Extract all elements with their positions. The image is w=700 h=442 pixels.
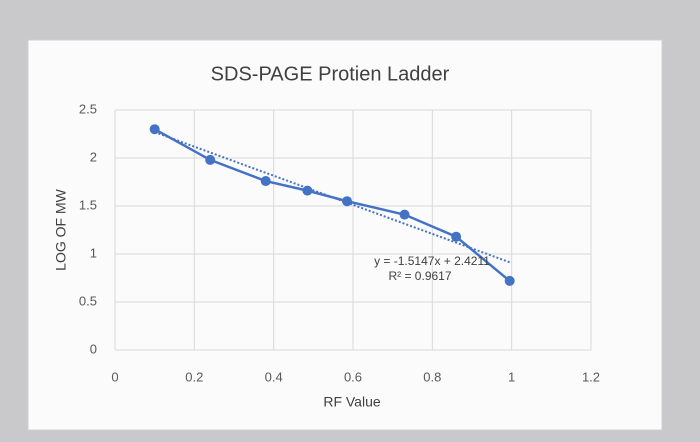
- y-tick-label: 0: [90, 341, 97, 356]
- y-tick-label: 2: [90, 149, 97, 164]
- trendline-r2: R² = 0.9617: [388, 269, 451, 283]
- y-tick-label: 1: [90, 245, 97, 260]
- trendline-equation: y = -1.5147x + 2.4211: [374, 254, 490, 268]
- data-point: [451, 231, 462, 242]
- data-point: [302, 185, 313, 196]
- x-tick-label: 0: [111, 369, 118, 384]
- x-tick-label: 1.2: [582, 369, 600, 384]
- data-point: [149, 124, 160, 135]
- data-point: [504, 275, 515, 286]
- y-tick-label: 2.5: [79, 101, 97, 116]
- data-point: [260, 176, 271, 187]
- y-tick-label: 0.5: [79, 293, 97, 308]
- y-tick-label: 1.5: [79, 197, 97, 212]
- x-axis-label: RF Value: [323, 394, 381, 410]
- x-tick-label: 1: [508, 369, 515, 384]
- series-line: [154, 128, 511, 282]
- x-tick-label: 0.8: [423, 369, 441, 384]
- x-tick-label: 0.4: [265, 369, 283, 384]
- data-point: [205, 154, 216, 165]
- chart-title: SDS-PAGE Protien Ladder: [211, 63, 450, 85]
- x-tick-label: 0.6: [344, 369, 362, 384]
- x-tick-label: 0.2: [185, 369, 203, 384]
- trendline: [154, 131, 511, 264]
- data-point: [342, 196, 353, 207]
- y-axis-label: LOG OF MW: [53, 188, 69, 270]
- data-point: [399, 209, 410, 220]
- chart-area: [27, 39, 663, 431]
